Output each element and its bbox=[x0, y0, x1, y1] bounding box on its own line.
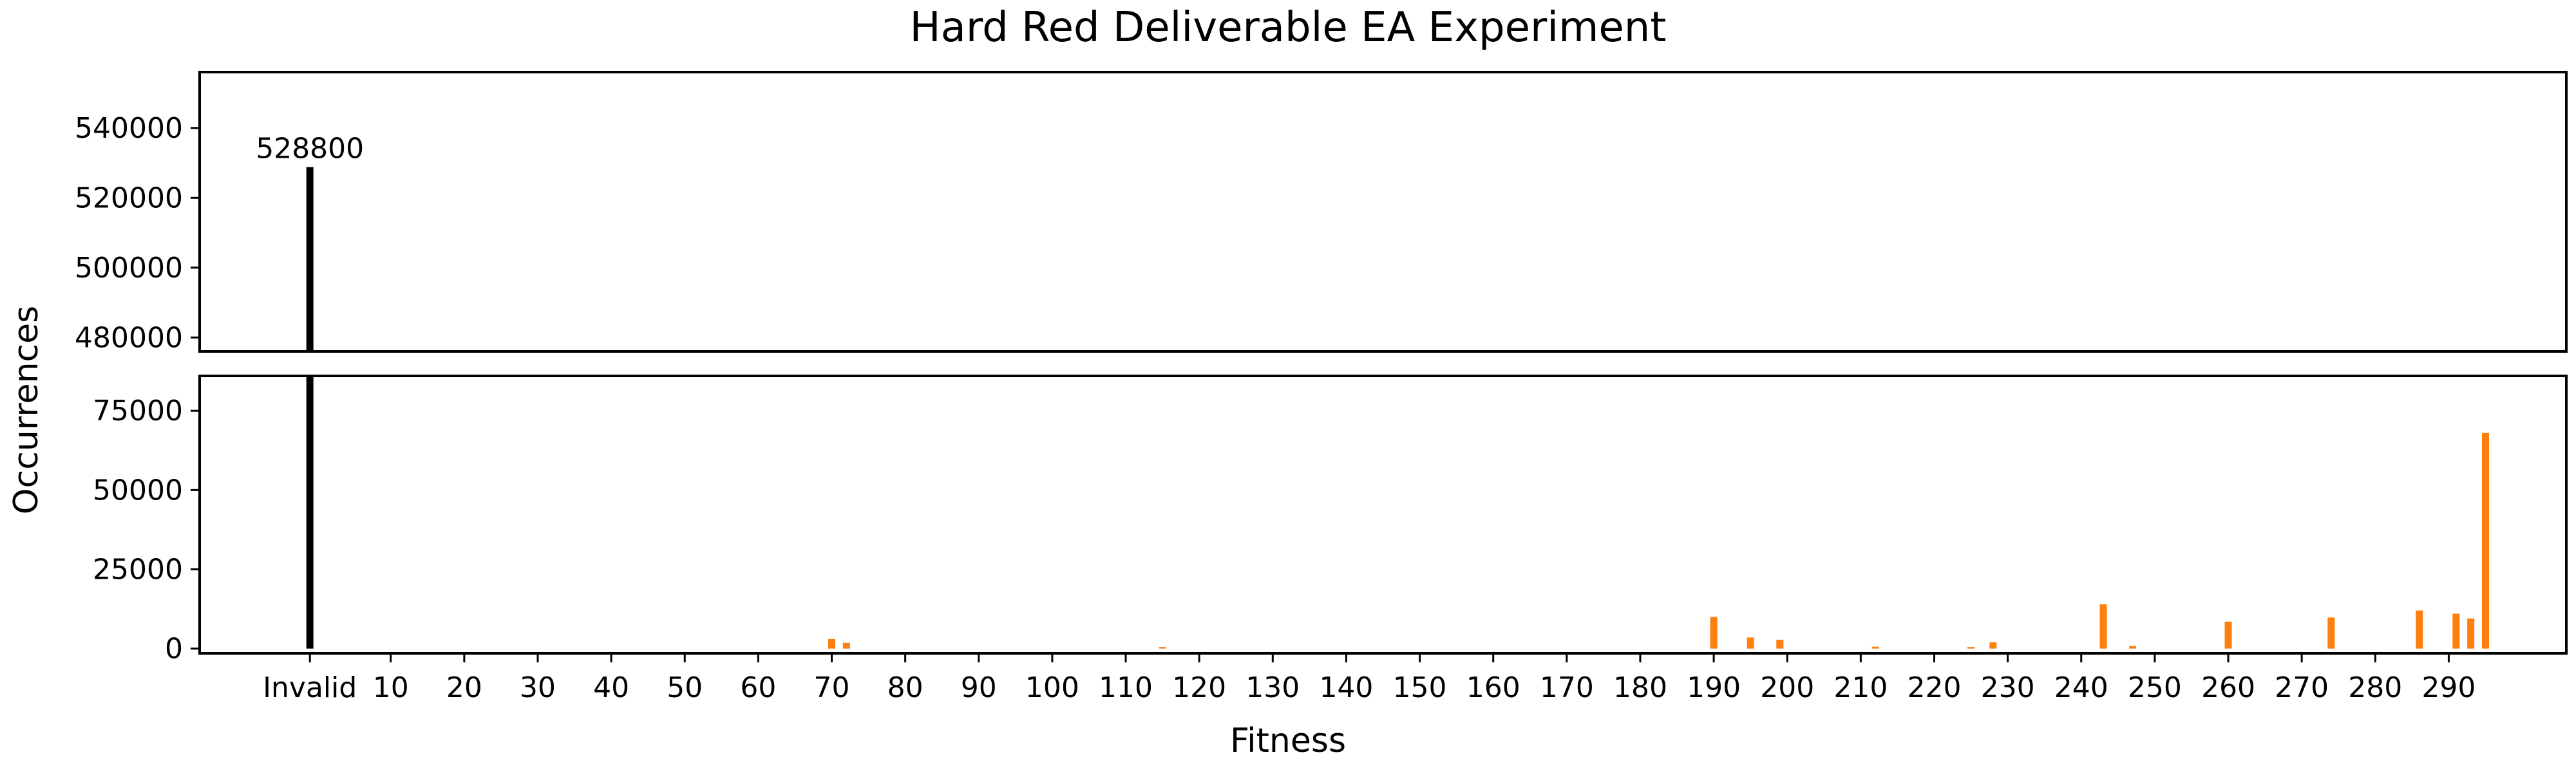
x-tick-label: Invalid bbox=[263, 671, 357, 704]
x-tick-label: 230 bbox=[1981, 671, 2035, 704]
x-tick-label: 210 bbox=[1833, 671, 1888, 704]
x-tick-label: 190 bbox=[1687, 671, 1741, 704]
lower-ytick-label: 25000 bbox=[93, 553, 183, 586]
upper-ytick-label: 540000 bbox=[75, 112, 183, 145]
x-tick-label: 160 bbox=[1466, 671, 1520, 704]
bar-295 bbox=[2481, 433, 2489, 649]
bar-225 bbox=[1967, 647, 1975, 649]
upper-frame bbox=[198, 71, 2568, 353]
x-tick-label: 240 bbox=[2054, 671, 2108, 704]
x-axis: Invalid 10 20 30 40 50 60 70 80 90 100 110 120 130 140… bbox=[263, 653, 2476, 704]
x-tick-label: 250 bbox=[2128, 671, 2182, 704]
x-tick-label: 290 bbox=[2421, 671, 2476, 704]
x-tick-label: 100 bbox=[1025, 671, 1079, 704]
bar-274 bbox=[2327, 617, 2335, 649]
upper-ytick-label: 520000 bbox=[75, 182, 183, 214]
x-tick-label: 10 bbox=[373, 671, 409, 704]
x-axis-label: Fitness bbox=[1230, 722, 1346, 760]
x-tick-label: 80 bbox=[887, 671, 923, 704]
x-tick-label: 50 bbox=[667, 671, 703, 704]
x-tick-label: 200 bbox=[1760, 671, 1814, 704]
bar-value-label: 528800 bbox=[256, 133, 364, 165]
x-tick-label: 180 bbox=[1613, 671, 1667, 704]
x-tick-label: 110 bbox=[1099, 671, 1153, 704]
y-axis-label: Occurrences bbox=[7, 306, 46, 514]
bar-212 bbox=[1871, 646, 1879, 649]
bar-293 bbox=[2467, 618, 2475, 649]
bar-260 bbox=[2224, 621, 2232, 649]
x-tick-label: 120 bbox=[1172, 671, 1226, 704]
bar-70 bbox=[828, 639, 836, 649]
x-tick-label: 40 bbox=[593, 671, 629, 704]
x-tick-label: 30 bbox=[520, 671, 556, 704]
bar-115 bbox=[1159, 647, 1166, 649]
bar-195 bbox=[1747, 637, 1754, 649]
bar-247 bbox=[2129, 646, 2137, 649]
upper-bars bbox=[306, 167, 314, 351]
x-tick-label: 270 bbox=[2275, 671, 2329, 704]
x-tick-label: 90 bbox=[961, 671, 997, 704]
x-tick-label: 140 bbox=[1319, 671, 1373, 704]
chart-title: Hard Red Deliverable EA Experiment bbox=[910, 4, 1667, 51]
bar-invalid bbox=[306, 167, 314, 351]
x-tick-label: 70 bbox=[814, 671, 850, 704]
upper-panel: 480000 500000 520000 540000 528800 bbox=[75, 71, 2568, 354]
x-tick-label: 170 bbox=[1540, 671, 1594, 704]
lower-panel: 0 25000 50000 75000 bbox=[93, 375, 2568, 666]
lower-ytick-label: 50000 bbox=[93, 474, 183, 507]
bar-invalid bbox=[306, 376, 314, 649]
lower-frame bbox=[198, 375, 2568, 655]
x-tick-label: 20 bbox=[446, 671, 482, 704]
bar-286 bbox=[2416, 610, 2423, 649]
bar-291 bbox=[2452, 613, 2460, 649]
x-tick-label: 130 bbox=[1245, 671, 1300, 704]
x-tick-label: 220 bbox=[1907, 671, 1961, 704]
upper-ytick-label: 500000 bbox=[75, 252, 183, 285]
upper-ytick-label: 480000 bbox=[75, 321, 183, 354]
x-tick-label: 60 bbox=[740, 671, 776, 704]
lower-ytick-label: 0 bbox=[165, 633, 183, 666]
bar-190 bbox=[1710, 617, 1718, 649]
bar-228 bbox=[1989, 642, 1997, 649]
x-tick-label: 280 bbox=[2348, 671, 2402, 704]
lower-bars bbox=[306, 376, 2489, 649]
lower-ytick-label: 75000 bbox=[93, 395, 183, 427]
x-tick-label: 150 bbox=[1393, 671, 1447, 704]
bar-199 bbox=[1776, 639, 1784, 649]
x-tick-label: 260 bbox=[2201, 671, 2255, 704]
bar-72 bbox=[842, 642, 850, 649]
bar-243 bbox=[2099, 604, 2107, 649]
